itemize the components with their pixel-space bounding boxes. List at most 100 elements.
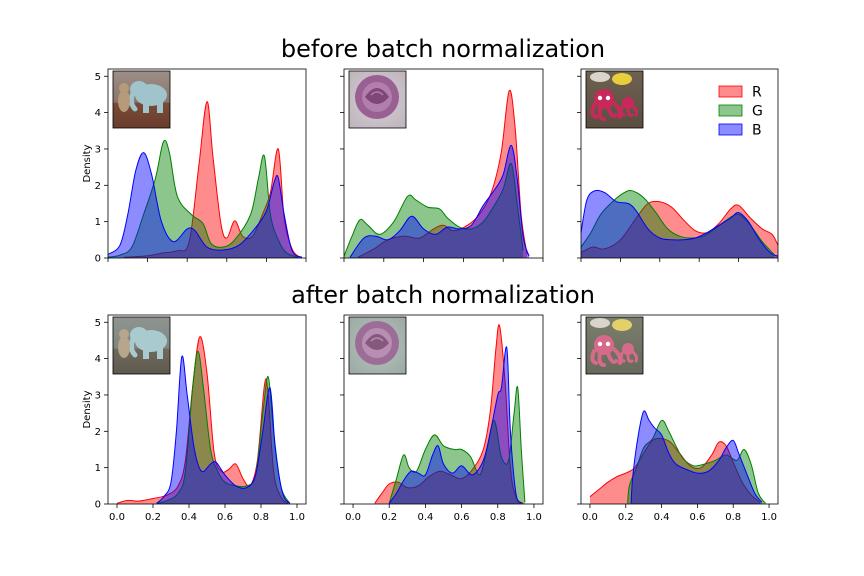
xtick-label: 0.4 [417, 512, 433, 523]
density-line-G [580, 189, 775, 255]
xtick-label: 0.0 [109, 512, 125, 523]
ytick-label: 2 [95, 427, 101, 438]
teddy-bear [118, 90, 130, 112]
small-octopus-tentacles [619, 104, 639, 117]
rose-swirl [370, 337, 384, 342]
subplot-before-2 [577, 68, 779, 262]
density-area-R [590, 438, 761, 504]
ytick-label: 5 [95, 318, 101, 329]
density-line-G [156, 350, 291, 504]
density-area-G [389, 386, 525, 504]
xtick-label: 1.0 [761, 512, 777, 523]
ytick-label: 0 [95, 500, 101, 511]
white-lid [590, 72, 610, 82]
density-line-G [107, 139, 299, 258]
thumbnail-border [112, 316, 171, 375]
white-lid [590, 318, 610, 328]
thumbnail-purple-clay-rose-photo [348, 316, 407, 375]
teddy-bear [118, 336, 130, 358]
legend-label-G: G [752, 104, 763, 120]
yellow-lid [612, 319, 632, 331]
elephant-trunk [128, 90, 138, 112]
axes-frame [343, 314, 544, 505]
subplot-after-0: 0 1 2 3 4 5 0.0 0.2 0.4 0.6 0.8 1.0 Density [82, 314, 307, 523]
subplot-after-2: 0.0 0.2 0.4 0.6 0.8 1.0 [577, 314, 779, 523]
legend-item-R: R [718, 85, 762, 101]
ytick-label: 1 [95, 217, 101, 228]
density-area-G [344, 163, 524, 258]
thumbnail-image [586, 317, 643, 374]
ylabel: Density [82, 390, 93, 428]
density-line-B [107, 152, 303, 258]
small-octopus-tentacles [619, 350, 639, 363]
xtick-label: 0.6 [454, 512, 470, 523]
xtick-label: 0.8 [253, 512, 269, 523]
row-title-after: after batch normalization [291, 281, 595, 309]
xtick-label: 1.0 [289, 512, 305, 523]
density-line-R [589, 437, 761, 503]
thumbnail-border [585, 70, 644, 129]
teddy-head [119, 83, 129, 93]
density-line-G [343, 162, 524, 257]
xtick-label: 0.2 [618, 512, 634, 523]
octopus-tentacles [590, 347, 623, 367]
octopus-eye [605, 341, 611, 347]
thumbnail-border [348, 70, 407, 129]
xtick-label: 0.4 [181, 512, 197, 523]
ylabel: Density [82, 144, 93, 182]
thumbnail-image [113, 71, 170, 128]
xtick-label: 0.8 [490, 512, 506, 523]
thumbnail-image [586, 71, 643, 128]
density-area-G [108, 140, 299, 258]
density-line-G [388, 386, 526, 504]
thumbnail-pink-octopus-toys-photo [585, 70, 644, 129]
yellow-lid [612, 73, 632, 85]
legend-swatch-R [718, 85, 743, 98]
axes-frame [107, 314, 307, 505]
elephant-leg [143, 347, 149, 359]
ytick-label: 1 [95, 463, 101, 474]
density-area-R [374, 324, 524, 504]
ytick-label: 3 [95, 144, 101, 155]
xtick-label: 0.0 [345, 512, 361, 523]
legend-item-B: B [718, 123, 762, 139]
octopus-tentacles [590, 101, 623, 121]
teddy-head [119, 329, 129, 339]
density-area-G [627, 420, 766, 504]
xtick-label: 0.2 [381, 512, 397, 523]
elephant-trunk [128, 336, 138, 358]
density-area-B [389, 346, 522, 504]
density-area-R [123, 101, 301, 258]
octopus-eye [605, 95, 611, 101]
density-area-R [357, 90, 528, 258]
density-line-B [580, 189, 779, 257]
thumbnail-border [585, 316, 644, 375]
density-line-R [123, 101, 301, 258]
density-line-B [349, 144, 530, 258]
xtick-label: 0.8 [725, 512, 741, 523]
density-area-R [581, 201, 778, 258]
elephant-leg [157, 101, 163, 113]
ytick-label: 5 [95, 72, 101, 83]
thumbnail-image [349, 71, 406, 128]
legend: RGB [718, 85, 763, 139]
density-area-B [108, 152, 302, 258]
density-line-G [627, 419, 766, 504]
ytick-label: 0 [95, 254, 101, 265]
ytick-label: 4 [95, 354, 101, 365]
thumbnail-image [113, 317, 170, 374]
thumbnail-pink-octopus-toys-photo [585, 316, 644, 375]
legend-swatch-G [718, 104, 743, 117]
octopus-head [594, 335, 614, 355]
small-octopus-head [622, 97, 634, 109]
xtick-label: 0.4 [654, 512, 670, 523]
legend-label-R: R [752, 85, 762, 101]
axes-frame [107, 68, 307, 259]
ytick-label: 2 [95, 181, 101, 192]
legend-swatch-B [718, 123, 743, 136]
density-area-B [350, 145, 530, 258]
subplot-after-1: 0.0 0.2 0.4 0.6 0.8 1.0 [340, 314, 544, 523]
thumbnail-stuffed-elephant-photo [112, 316, 171, 375]
density-line-R [580, 200, 779, 253]
